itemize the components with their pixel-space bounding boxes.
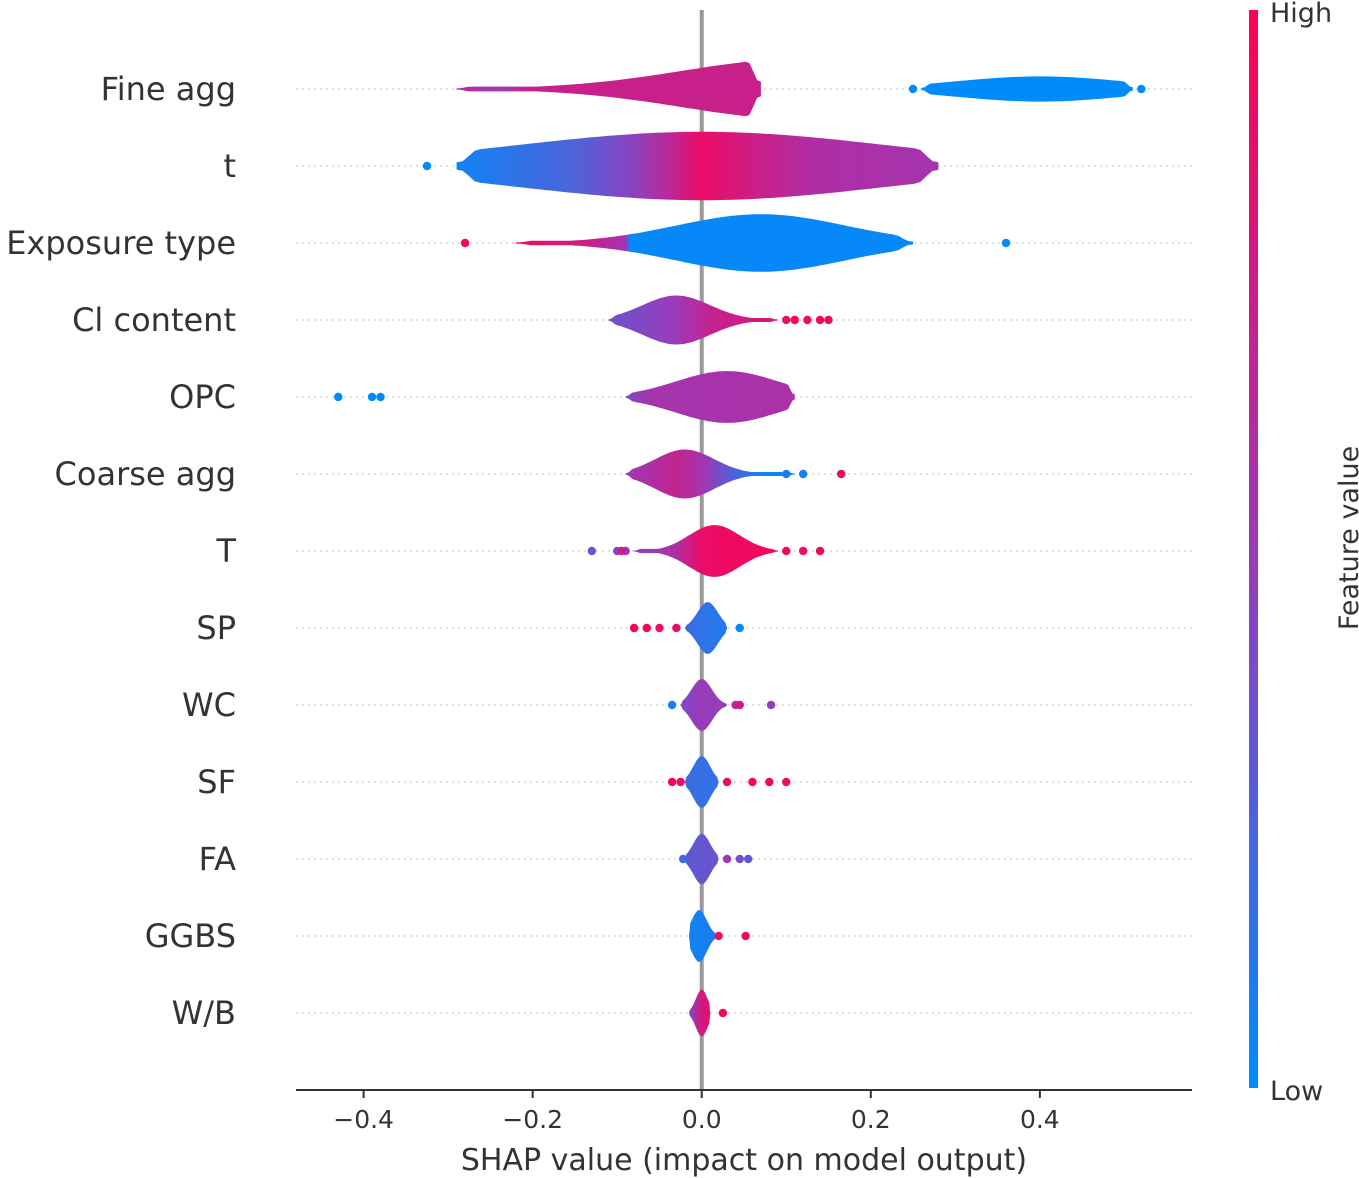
feature-label-coarse-agg: Coarse agg	[55, 455, 236, 493]
point-sp-3	[672, 623, 681, 633]
point-sp-4	[735, 623, 744, 633]
point-sf-2	[722, 777, 732, 787]
feature-label-fine-agg: Fine agg	[101, 70, 236, 108]
point-cl-content-3	[815, 315, 825, 325]
point-t-5	[798, 546, 808, 556]
point-cl-content-4	[824, 315, 833, 325]
feature-label-w-b: W/B	[172, 994, 236, 1032]
point-wc-0	[667, 700, 677, 710]
violin-sp	[684, 602, 728, 654]
colorbar-title: Feature value	[1334, 446, 1359, 630]
point-sf-5	[765, 777, 774, 787]
violin-cl-content	[608, 295, 778, 345]
point-fa-2	[735, 854, 744, 864]
point-sf-3	[748, 777, 757, 787]
violin-w-b	[689, 989, 711, 1037]
point-fa-0	[678, 854, 688, 864]
point-opc-2	[376, 392, 385, 402]
point-ggbs-1	[741, 931, 750, 941]
point-sf-0	[667, 777, 677, 787]
x-tick-label-2: 0.0	[682, 1105, 722, 1134]
violin-t	[456, 131, 939, 201]
point-t-6	[815, 546, 825, 556]
x-axis-title: SHAP value (impact on model output)	[461, 1143, 1027, 1178]
point-sp-1	[642, 623, 651, 633]
point-opc-1	[367, 392, 377, 402]
x-axis-ticks: −0.4 −0.2 0.0 0.2 0.4	[333, 1090, 1060, 1134]
point-wc-3	[766, 700, 776, 710]
violin-t	[634, 525, 778, 577]
violin-coarse-agg	[625, 449, 795, 499]
point-w-b-0	[718, 1008, 728, 1018]
point-exposure-type-0	[460, 238, 470, 248]
x-tick-label-4: 0.4	[1020, 1105, 1060, 1134]
violin-exposure-type	[515, 214, 914, 272]
point-t-0	[422, 161, 432, 171]
feature-label-cl-content: Cl content	[72, 301, 236, 339]
point-fa-3	[744, 854, 753, 864]
point-sf-4	[782, 777, 791, 787]
colorbar-low-label: Low	[1270, 1076, 1323, 1107]
feature-label-ggbs: GGBS	[145, 917, 236, 955]
point-exposure-type-1	[1001, 238, 1011, 248]
violin-opc	[625, 371, 795, 423]
point-cl-content-1	[790, 315, 799, 325]
feature-label-opc: OPC	[169, 378, 236, 416]
violins	[456, 61, 1133, 1037]
x-tick-label-0: −0.4	[333, 1105, 394, 1134]
feature-label-sf: SF	[197, 763, 236, 801]
point-t-3	[617, 546, 626, 556]
violin-ggbs	[689, 910, 719, 962]
feature-label-t: t	[223, 147, 236, 185]
violin-fine-agg	[456, 61, 761, 117]
x-tick-label-3: 0.2	[851, 1105, 891, 1134]
feature-labels: Fine agg t Exposure type Cl content OPC Coars…	[6, 70, 236, 1032]
point-coarse-agg-1	[798, 469, 808, 479]
point-fine-agg-1	[1137, 84, 1146, 94]
violin-wc	[680, 679, 728, 731]
x-tick-label-1: −0.2	[502, 1105, 563, 1134]
feature-label-wc: WC	[182, 686, 236, 724]
colorbar	[1249, 10, 1258, 1088]
feature-label-sp: SP	[196, 609, 236, 647]
violin-sf	[684, 756, 719, 808]
feature-label-fa: FA	[199, 840, 236, 878]
point-sp-2	[655, 623, 664, 633]
violin-fa	[684, 833, 719, 885]
point-opc-0	[334, 392, 343, 402]
point-cl-content-0	[782, 315, 791, 325]
feature-label-t: T	[215, 532, 236, 570]
colorbar-high-label: High	[1270, 0, 1332, 29]
point-cl-content-2	[803, 315, 812, 325]
point-fine-agg-0	[908, 84, 918, 94]
point-sp-0	[629, 623, 639, 633]
outlier-points	[334, 84, 1146, 1018]
point-sf-1	[676, 777, 685, 787]
point-wc-2	[735, 700, 744, 710]
point-coarse-agg-2	[837, 469, 846, 479]
point-t-4	[782, 546, 791, 556]
feature-label-exposure-type: Exposure type	[6, 224, 236, 262]
violin-fine-agg-2	[921, 76, 1133, 102]
point-coarse-agg-0	[782, 469, 791, 479]
point-ggbs-0	[714, 931, 723, 941]
point-t-0	[587, 546, 597, 556]
point-fa-1	[722, 854, 732, 864]
